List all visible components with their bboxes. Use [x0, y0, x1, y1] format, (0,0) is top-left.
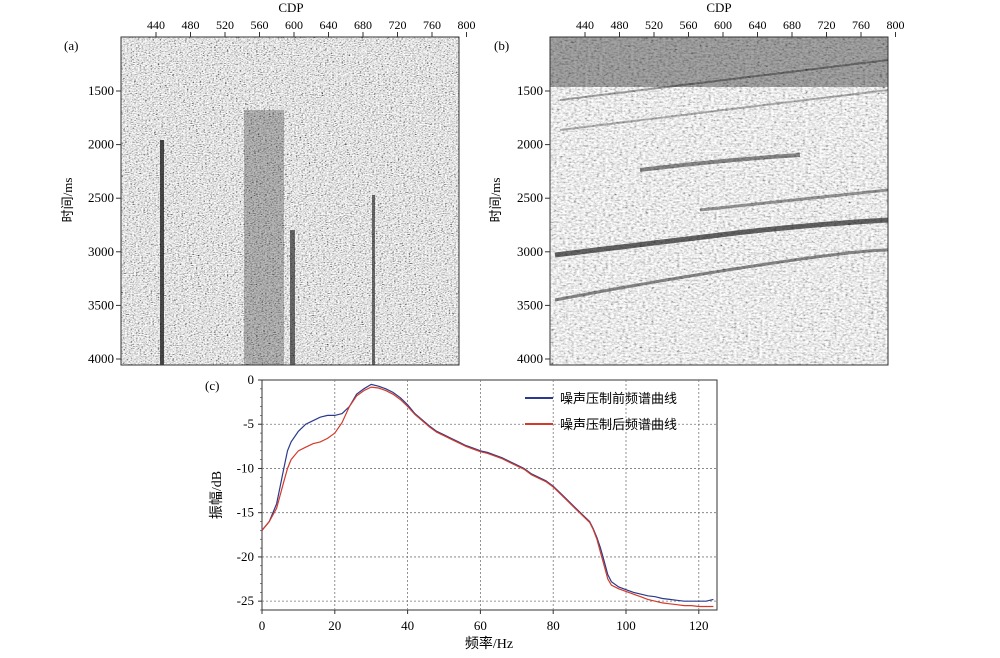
- time-tick-label: 3500: [517, 297, 543, 312]
- time-tick-label: 1500: [517, 83, 543, 98]
- frame-b: [549, 36, 889, 366]
- x-tick-label: 100: [616, 618, 636, 633]
- x-tick-label: 20: [328, 618, 341, 633]
- panel-label-b: (b): [494, 38, 509, 53]
- x-tick-label: 80: [547, 618, 560, 633]
- y-axis-label: 振幅/dB: [209, 471, 225, 519]
- spectrum-chart: (c) 0 20 40 60 80 100 120 0 -5 -10 -15 -20 -25 频率/H…: [205, 372, 718, 652]
- series-lines: [261, 383, 714, 608]
- cdp-tick-label: 600: [714, 18, 732, 32]
- x-tick-label: 40: [401, 618, 414, 633]
- y-tick-label: -5: [243, 416, 254, 431]
- y-tick-label: -15: [237, 505, 254, 520]
- seismic-image-b: [550, 37, 888, 365]
- ylabel-a: 时间/ms: [60, 178, 75, 223]
- frame-a: [120, 36, 460, 366]
- time-tick-label: 1500: [88, 83, 114, 98]
- cdp-tick-label: 560: [680, 18, 698, 32]
- cdp-tick-label: 680: [783, 18, 801, 32]
- seismic-panel-a: (a) CDP 440 480 520 560 600 640 680 720 760 800 1…: [60, 0, 476, 366]
- legend-label: 噪声压制后频谱曲线: [560, 417, 677, 432]
- panel-label-c: (c): [205, 378, 219, 393]
- cdp-ticks-a: 440 480 520 560 600 640 680 720 760 800: [147, 18, 476, 37]
- seismic-image-a: [121, 37, 459, 365]
- plot-area: [261, 379, 718, 611]
- cdp-tick-label: 800: [458, 18, 476, 32]
- y-tick-label: -20: [237, 549, 254, 564]
- time-ticks-b: 1500 2000 2500 3000 3500 4000: [517, 83, 550, 366]
- cdp-tick-label: 720: [389, 18, 407, 32]
- x-tick-label: 60: [474, 618, 487, 633]
- cdp-tick-label: 440: [147, 18, 165, 32]
- time-tick-label: 2000: [88, 137, 114, 152]
- cdp-ticks-b: 440 480 520 560 600 640 680 720 760 800: [576, 18, 905, 37]
- time-tick-label: 4000: [517, 351, 543, 366]
- time-tick-label: 2500: [88, 190, 114, 205]
- cdp-axis-title-b: CDP: [706, 0, 731, 15]
- cdp-axis-title-a: CDP: [278, 0, 303, 15]
- x-ticks: 0 20 40 60 80 100 120: [259, 610, 709, 633]
- time-tick-label: 4000: [88, 351, 114, 366]
- cdp-tick-label: 600: [285, 18, 303, 32]
- cdp-tick-label: 640: [320, 18, 338, 32]
- y-tick-label: -25: [237, 593, 254, 608]
- x-tick-label: 120: [689, 618, 709, 633]
- x-tick-label: 0: [259, 618, 266, 633]
- y-ticks: 0 -5 -10 -15 -20 -25: [237, 372, 262, 611]
- legend-label: 噪声压制前频谱曲线: [560, 391, 677, 406]
- y-tick-label: -10: [237, 460, 254, 475]
- cdp-tick-label: 640: [749, 18, 767, 32]
- cdp-tick-label: 520: [645, 18, 663, 32]
- time-tick-label: 2500: [517, 190, 543, 205]
- cdp-tick-label: 480: [182, 18, 200, 32]
- cdp-tick-label: 680: [354, 18, 372, 32]
- time-tick-label: 2000: [517, 137, 543, 152]
- time-tick-label: 3500: [88, 297, 114, 312]
- cdp-tick-label: 720: [818, 18, 836, 32]
- time-tick-label: 3000: [517, 244, 543, 259]
- panel-label-a: (a): [64, 38, 78, 53]
- seismic-panel-b: (b) CDP 440 480 520 560 600 640 680 720 760 800 1…: [488, 0, 905, 366]
- time-tick-label: 3000: [88, 244, 114, 259]
- series-line-2: [261, 386, 714, 608]
- cdp-tick-label: 800: [887, 18, 905, 32]
- series-line-1: [261, 383, 714, 602]
- x-axis-label: 频率/Hz: [465, 635, 513, 652]
- y-tick-label: 0: [248, 372, 255, 387]
- cdp-tick-label: 560: [251, 18, 269, 32]
- cdp-tick-label: 760: [852, 18, 870, 32]
- cdp-tick-label: 760: [423, 18, 441, 32]
- cdp-tick-label: 480: [611, 18, 629, 32]
- cdp-tick-label: 440: [576, 18, 594, 32]
- time-ticks-a: 1500 2000 2500 3000 3500 4000: [88, 83, 121, 366]
- ylabel-b: 时间/ms: [488, 178, 503, 223]
- cdp-tick-label: 520: [216, 18, 234, 32]
